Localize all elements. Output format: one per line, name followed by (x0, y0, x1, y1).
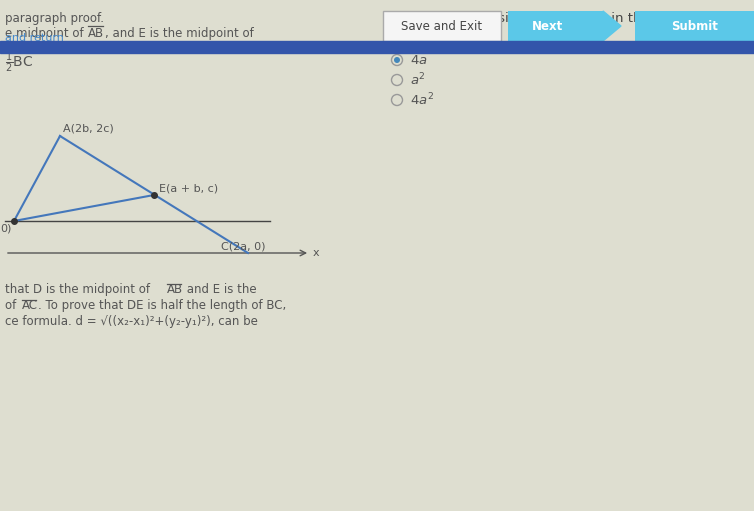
Text: . To prove that DE is half the length of BC,: . To prove that DE is half the length of… (38, 299, 287, 312)
Text: paragraph proof.: paragraph proof. (5, 12, 104, 25)
Text: Save and Exit: Save and Exit (401, 19, 483, 33)
Polygon shape (603, 11, 621, 41)
Text: Which is the missing information in the proof?: Which is the missing information in the … (388, 12, 696, 25)
Text: $4a^2$: $4a^2$ (410, 91, 434, 108)
FancyBboxPatch shape (635, 11, 754, 41)
Text: $4a$: $4a$ (410, 54, 428, 66)
FancyBboxPatch shape (508, 11, 603, 41)
Text: E(a + b, c): E(a + b, c) (159, 183, 218, 193)
Text: AB: AB (88, 27, 104, 40)
Text: C(2a, 0): C(2a, 0) (221, 241, 265, 251)
Text: $\frac{1}{2}$BC: $\frac{1}{2}$BC (5, 51, 33, 75)
Text: AB: AB (167, 283, 183, 296)
Text: of: of (5, 299, 20, 312)
Text: AC: AC (22, 299, 38, 312)
Text: x: x (313, 248, 320, 258)
Text: ce formula. d = √((x₂-x₁)²+(y₂-y₁)²), can be: ce formula. d = √((x₂-x₁)²+(y₂-y₁)²), ca… (5, 315, 258, 328)
Text: A(2b, 2c): A(2b, 2c) (63, 123, 114, 133)
Bar (0, 41, 754, 53)
FancyBboxPatch shape (383, 11, 501, 41)
Text: that D is the midpoint of: that D is the midpoint of (5, 283, 154, 296)
Text: and E is the: and E is the (183, 283, 256, 296)
Text: Submit: Submit (671, 19, 718, 33)
Circle shape (394, 57, 400, 63)
Text: and return: and return (5, 33, 64, 43)
Text: e midpoint of: e midpoint of (5, 27, 87, 40)
Text: 0): 0) (1, 223, 12, 233)
Text: Next: Next (532, 19, 563, 33)
Text: $a$: $a$ (410, 34, 419, 47)
Text: , and E is the midpoint of: , and E is the midpoint of (105, 27, 254, 40)
Text: $a^2$: $a^2$ (410, 72, 425, 88)
